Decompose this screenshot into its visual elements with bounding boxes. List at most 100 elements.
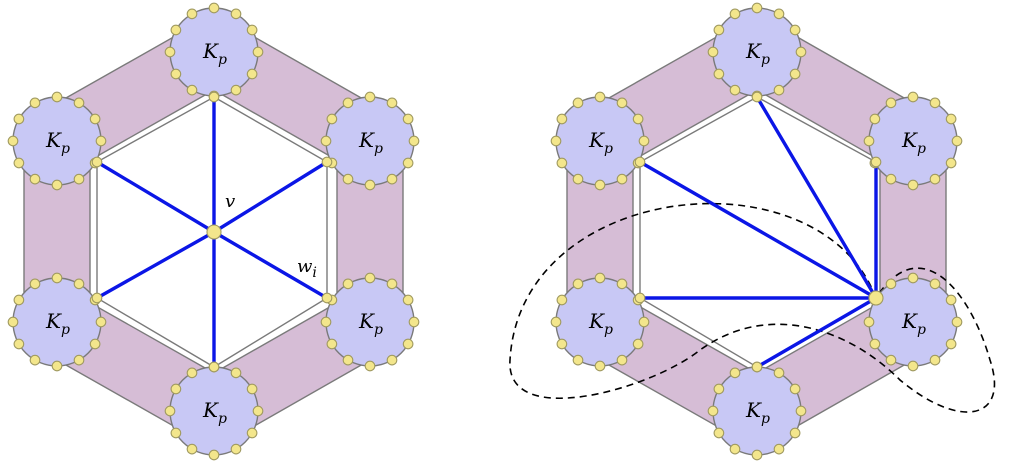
clique-vertex	[386, 278, 398, 290]
clique-vertex	[246, 68, 258, 80]
clique-vertex	[929, 278, 941, 290]
clique-vertex	[170, 24, 182, 36]
clique-vertex	[594, 179, 606, 191]
clique-vertex	[638, 135, 650, 147]
spoke-edge	[212, 160, 329, 234]
clique-kp: Kp	[550, 91, 650, 191]
clique-vertex	[707, 405, 719, 417]
clique-vertex	[51, 272, 63, 284]
clique-vertex	[208, 449, 220, 461]
clique-vertex	[246, 427, 258, 439]
clique-vertex	[13, 157, 25, 169]
clique-vertex	[230, 8, 242, 20]
attach-vertex	[870, 156, 882, 168]
attach-vertex	[91, 156, 103, 168]
clique-vertex	[386, 354, 398, 366]
clique-label-subscript: p	[374, 322, 383, 338]
clique-vertex	[795, 405, 807, 417]
hub-vertex	[868, 290, 884, 306]
clique-vertex	[186, 367, 198, 379]
clique-kp: Kp	[863, 91, 963, 191]
clique-vertex	[789, 427, 801, 439]
edge-label-wi-subscript: i	[312, 265, 316, 281]
right-panel: Kp Kp Kp Kp Kp Kp	[509, 2, 996, 461]
clique-vertex	[929, 354, 941, 366]
clique-vertex	[51, 91, 63, 103]
clique-vertex	[594, 91, 606, 103]
clique-vertex	[246, 383, 258, 395]
clique-label-subscript: p	[917, 322, 926, 338]
clique-vertex	[73, 173, 85, 185]
clique-vertex	[89, 113, 101, 125]
clique-kp: Kp	[7, 272, 107, 372]
clique-vertex	[713, 427, 725, 439]
clique-vertex	[863, 316, 875, 328]
clique-vertex	[729, 443, 741, 455]
clique-label-subscript: p	[761, 411, 770, 427]
clique-vertex	[945, 157, 957, 169]
clique-vertex	[7, 316, 19, 328]
clique-vertex	[616, 278, 628, 290]
clique-vertex	[386, 97, 398, 109]
clique-vertex	[632, 113, 644, 125]
clique-vertex	[51, 179, 63, 191]
clique-kp: Kp	[863, 272, 963, 372]
clique-vertex	[885, 354, 897, 366]
clique-vertex	[386, 173, 398, 185]
clique-vertex	[616, 97, 628, 109]
clique-vertex	[572, 278, 584, 290]
clique-vertex	[408, 316, 420, 328]
clique-vertex	[773, 443, 785, 455]
clique-vertex	[751, 449, 763, 461]
clique-vertex	[929, 173, 941, 185]
clique-vertex	[550, 135, 562, 147]
clique-vertex	[869, 338, 881, 350]
clique-vertex	[885, 173, 897, 185]
clique-vertex	[751, 2, 763, 14]
clique-vertex	[164, 46, 176, 58]
clique-label-subscript: p	[218, 411, 227, 427]
clique-vertex	[402, 294, 414, 306]
clique-vertex	[951, 135, 963, 147]
clique-vertex	[594, 360, 606, 372]
clique-vertex	[638, 316, 650, 328]
clique-vertex	[556, 157, 568, 169]
clique-vertex	[364, 91, 376, 103]
clique-vertex	[95, 135, 107, 147]
clique-vertex	[929, 97, 941, 109]
clique-vertex	[342, 278, 354, 290]
clique-kp: Kp	[320, 272, 420, 372]
clique-vertex	[773, 84, 785, 96]
clique-vertex	[951, 316, 963, 328]
clique-vertex	[907, 272, 919, 284]
clique-vertex	[29, 354, 41, 366]
clique-vertex	[326, 113, 338, 125]
clique-label-subscript: p	[604, 141, 613, 157]
clique-vertex	[572, 173, 584, 185]
clique-vertex	[364, 179, 376, 191]
clique-vertex	[707, 46, 719, 58]
attach-vertex	[634, 292, 646, 304]
clique-vertex	[885, 97, 897, 109]
clique-vertex	[863, 135, 875, 147]
clique-vertex	[51, 360, 63, 372]
clique-vertex	[795, 46, 807, 58]
clique-vertex	[713, 24, 725, 36]
clique-vertex	[230, 84, 242, 96]
clique-vertex	[729, 8, 741, 20]
fan-edge	[755, 296, 878, 369]
clique-vertex	[29, 278, 41, 290]
clique-label-subscript: p	[761, 52, 770, 68]
clique-vertex	[556, 113, 568, 125]
clique-vertex	[164, 405, 176, 417]
clique-vertex	[616, 354, 628, 366]
clique-vertex	[170, 383, 182, 395]
clique-vertex	[230, 367, 242, 379]
clique-vertex	[364, 272, 376, 284]
spoke-edge	[95, 230, 216, 300]
clique-label-subscript: p	[917, 141, 926, 157]
clique-vertex	[773, 8, 785, 20]
clique-vertex	[95, 316, 107, 328]
